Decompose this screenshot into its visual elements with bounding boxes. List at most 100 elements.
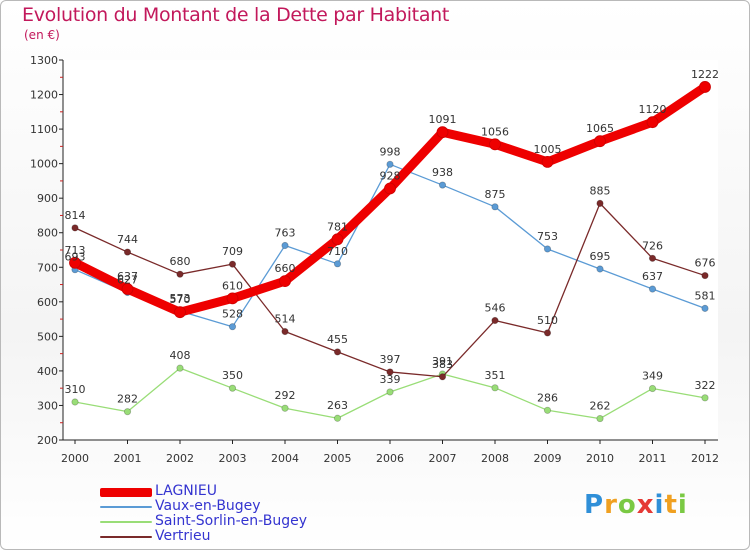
- data-point: [438, 181, 447, 189]
- y-tick-label: 1200: [30, 89, 58, 102]
- data-label: 781: [327, 220, 348, 233]
- logo-letter: t: [664, 490, 678, 520]
- data-point: [701, 394, 709, 402]
- data-label: 610: [222, 279, 243, 292]
- data-label: 322: [695, 379, 716, 392]
- legend-label: Vertrieu: [155, 528, 211, 544]
- data-point: [121, 283, 134, 295]
- data-label: 637: [117, 270, 138, 283]
- data-point: [648, 384, 657, 393]
- data-label: 709: [222, 245, 243, 258]
- y-tick-label: 1100: [30, 123, 58, 136]
- data-label: 573: [170, 292, 191, 305]
- data-point: [594, 135, 606, 148]
- data-point: [226, 292, 239, 305]
- y-tick-label: 800: [37, 227, 58, 240]
- x-tick-label: 2006: [376, 452, 404, 465]
- data-point: [436, 126, 449, 139]
- y-tick-label: 1000: [30, 158, 58, 171]
- data-label: 546: [485, 301, 506, 314]
- data-point: [279, 275, 291, 287]
- data-label: 710: [327, 245, 348, 258]
- data-point: [491, 316, 499, 325]
- data-point: [71, 398, 79, 406]
- data-point: [228, 260, 237, 268]
- data-label: 763: [275, 227, 296, 240]
- data-label: 627: [117, 273, 138, 286]
- data-point: [331, 233, 344, 246]
- chart-subtitle: (en €): [24, 28, 60, 42]
- legend-swatch: [100, 506, 152, 508]
- data-label: 814: [65, 209, 86, 222]
- data-label: 1091: [429, 113, 457, 126]
- data-label: 351: [485, 369, 506, 382]
- data-label: 726: [642, 239, 663, 252]
- data-label: 339: [380, 373, 401, 386]
- x-tick-label: 2008: [481, 452, 509, 465]
- logo-letter: i: [654, 490, 665, 520]
- data-point: [543, 245, 552, 253]
- data-point: [176, 364, 184, 372]
- x-tick-label: 2007: [429, 452, 457, 465]
- legend-item: Vaux-en-Bugey: [100, 498, 360, 515]
- data-point: [596, 199, 604, 207]
- data-label: 875: [485, 188, 506, 201]
- legend-item: Vertrieu: [100, 528, 360, 545]
- x-tick-label: 2003: [219, 452, 247, 465]
- data-point: [386, 388, 394, 396]
- data-label: 292: [275, 389, 296, 402]
- y-tick-label: 1300: [30, 54, 58, 67]
- data-label: 350: [222, 369, 243, 382]
- proxiti-logo: Proxiti: [584, 490, 688, 520]
- data-point: [648, 254, 657, 262]
- data-label: 637: [642, 270, 663, 283]
- chart-title: Evolution du Montant de la Dette par Hab…: [22, 4, 450, 26]
- x-tick-label: 2012: [691, 452, 719, 465]
- data-label: 349: [642, 370, 663, 383]
- data-label: 998: [380, 145, 401, 158]
- y-tick-label: 600: [37, 296, 58, 309]
- y-tick-label: 700: [37, 261, 58, 274]
- y-tick-label: 300: [37, 399, 58, 412]
- data-point: [69, 256, 81, 269]
- data-label: 938: [432, 166, 453, 179]
- data-label: 510: [537, 314, 558, 327]
- data-label: 581: [695, 289, 716, 302]
- data-label: 885: [590, 184, 611, 197]
- legend-label: Vaux-en-Bugey: [155, 498, 261, 514]
- data-point: [596, 265, 604, 273]
- x-tick-label: 2002: [166, 452, 194, 465]
- data-label: 676: [695, 257, 716, 270]
- x-tick-label: 2011: [639, 452, 667, 465]
- data-point: [491, 203, 499, 211]
- data-label: 1056: [481, 125, 509, 138]
- x-tick-label: 2001: [114, 452, 142, 465]
- data-point: [228, 323, 237, 331]
- data-point: [333, 260, 342, 268]
- data-label: 928: [380, 170, 401, 183]
- data-point: [174, 306, 186, 319]
- data-label: 680: [170, 255, 191, 268]
- data-label: 397: [380, 353, 401, 366]
- legend-label: Saint-Sorlin-en-Bugey: [155, 513, 307, 529]
- data-point: [701, 304, 709, 312]
- data-label: 514: [275, 313, 296, 326]
- data-point: [333, 348, 342, 356]
- data-point: [386, 368, 394, 376]
- data-label: 753: [537, 230, 558, 243]
- data-label: 286: [537, 391, 558, 404]
- data-point: [701, 271, 709, 280]
- data-label: 528: [222, 308, 243, 321]
- data-point: [438, 373, 447, 381]
- logo-letter: P: [584, 490, 605, 520]
- legend-swatch: [100, 488, 152, 497]
- data-point: [123, 408, 132, 416]
- logo-letter: r: [604, 490, 618, 520]
- data-label: 383: [432, 358, 453, 371]
- x-tick-label: 2005: [324, 452, 352, 465]
- data-point: [386, 160, 394, 168]
- data-label: 744: [117, 233, 138, 246]
- data-label: 570: [170, 293, 191, 306]
- logo-letter: x: [636, 490, 655, 520]
- data-label: 1120: [639, 103, 667, 116]
